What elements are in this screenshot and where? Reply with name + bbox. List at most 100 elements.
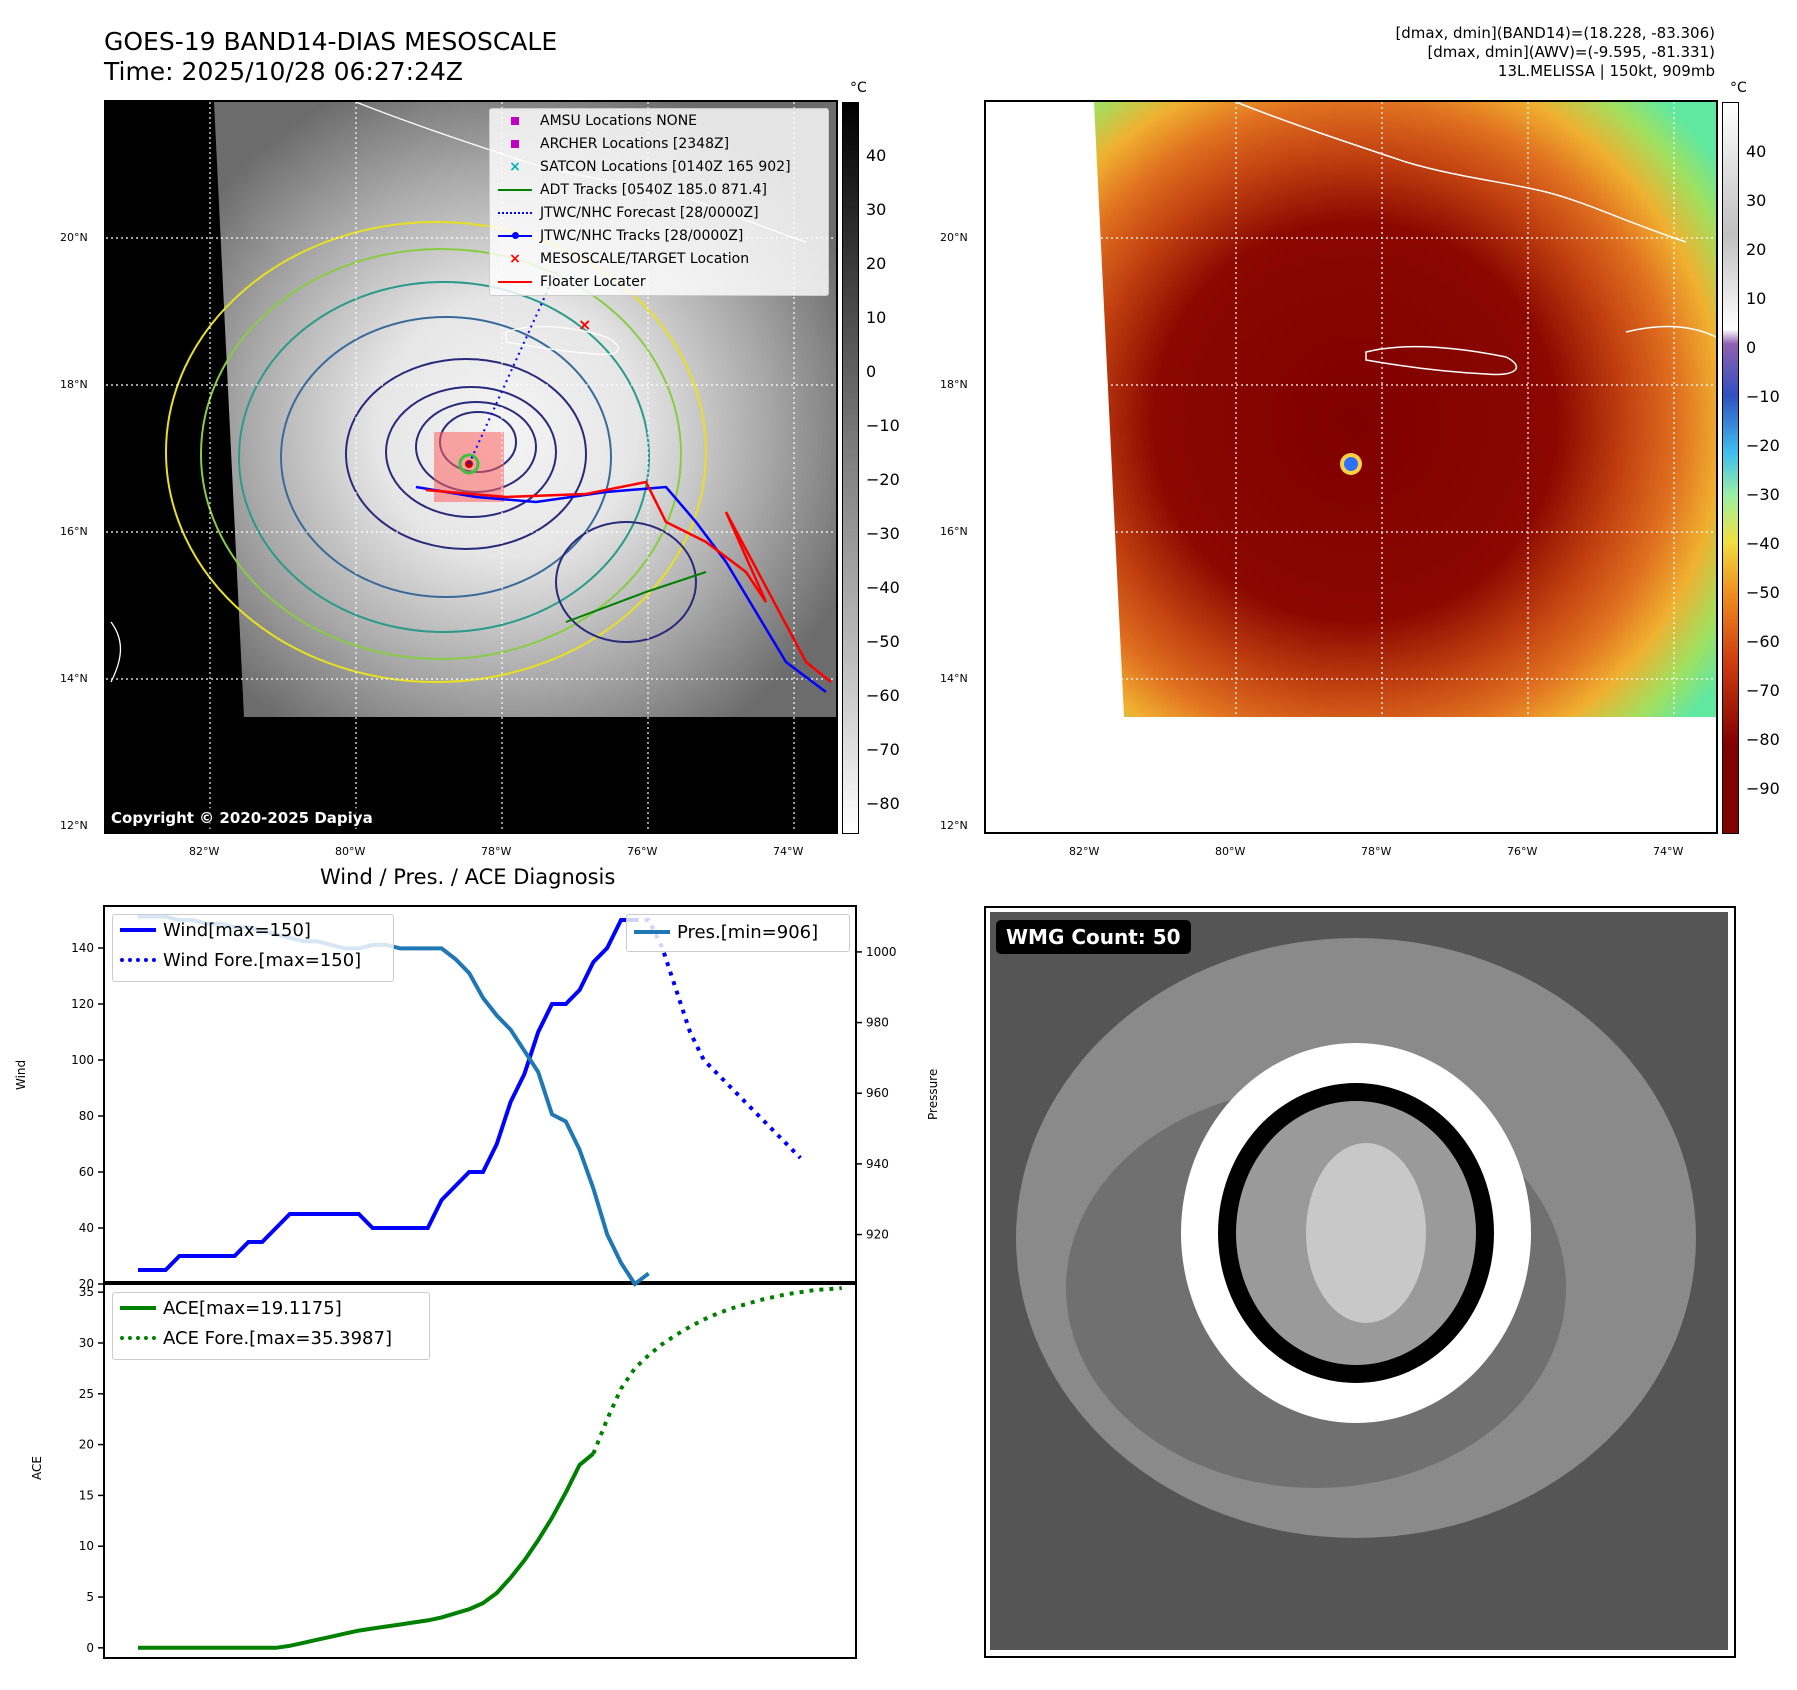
colorbar-tick: 10 — [1746, 289, 1767, 308]
colorbar-tick: −40 — [1746, 534, 1780, 553]
solid-line-icon — [113, 928, 163, 932]
colorbar-unit: °C — [850, 80, 867, 96]
legend-label: JTWC/NHC Forecast [28/0000Z] — [540, 204, 759, 221]
colorbar-right-ticks: 40 30 20 10 0 −10 −20 −30 −40 −50 −60 −7… — [1746, 102, 1786, 832]
colorbar-tick: −10 — [866, 416, 900, 435]
colorbar-tick: −30 — [1746, 485, 1780, 504]
x-marker-icon: × — [509, 250, 521, 267]
legend-label: ACE Fore.[max=35.3987] — [163, 1327, 392, 1349]
lat-label: 16°N — [60, 525, 88, 538]
solid-line-icon — [627, 930, 677, 934]
lat-label: 20°N — [60, 231, 88, 244]
square-marker-icon — [490, 116, 540, 125]
wmg-eye-center — [1306, 1143, 1426, 1323]
ace-tick-label: 10 — [79, 1539, 94, 1553]
title-line-2: Time: 2025/10/28 06:27:24Z — [104, 57, 463, 86]
legend-item: JTWC/NHC Forecast [28/0000Z] — [490, 201, 828, 224]
wind-legend: Wind[max=150] Wind Fore.[max=150] — [112, 914, 394, 982]
lon-label: 74°W — [1653, 845, 1684, 858]
legend-item: JTWC/NHC Tracks [28/0000Z] — [490, 224, 828, 247]
pressure-tick-label: 1000 — [866, 945, 897, 959]
colorbar-tick: −80 — [1746, 730, 1780, 749]
legend-label: ARCHER Locations [2348Z] — [540, 135, 730, 152]
colorbar-tick: 30 — [866, 200, 887, 219]
lat-label: 14°N — [60, 672, 88, 685]
best-track — [415, 485, 827, 693]
legend-item: Pres.[min=906] — [627, 915, 849, 949]
dotted-line-icon — [113, 958, 163, 962]
legend-item: Floater Locater — [490, 270, 828, 293]
legend-label: MESOSCALE/TARGET Location — [540, 250, 750, 267]
ace-series-line — [138, 1452, 595, 1650]
ace-tick-label: 5 — [86, 1590, 94, 1604]
legend-label: Floater Locater — [540, 273, 646, 290]
wind-tick-label: 60 — [79, 1165, 94, 1179]
pressure-tick-label: 920 — [866, 1228, 889, 1242]
colorbar-tick: −70 — [866, 740, 900, 759]
lat-label: 14°N — [940, 672, 968, 685]
lon-label: 80°W — [1215, 845, 1246, 858]
legend-item: ARCHER Locations [2348Z] — [490, 132, 828, 155]
legend-item: AMSU Locations NONE — [490, 109, 828, 132]
diagnosis-title: Wind / Pres. / ACE Diagnosis — [320, 865, 616, 889]
colorbar-tick: 40 — [1746, 142, 1767, 161]
colorbar-tick: −60 — [1746, 632, 1780, 651]
line-dot-icon — [490, 231, 540, 239]
ace-tick-label: 0 — [86, 1641, 94, 1655]
lat-label: 20°N — [940, 231, 968, 244]
color-imagery — [1094, 102, 1716, 717]
legend-item: ACE[max=19.1175] — [113, 1293, 429, 1323]
pressure-ticks: 1000 980 960 940 920 — [856, 945, 897, 1242]
legend-item: ADT Tracks [0540Z 185.0 871.4] — [490, 178, 828, 201]
colorbar-tick: 30 — [1746, 191, 1767, 210]
ace-tick-label: 25 — [79, 1387, 94, 1401]
colorbar-right — [1722, 102, 1739, 834]
legend-label: JTWC/NHC Tracks [28/0000Z] — [540, 227, 744, 244]
line-icon — [490, 280, 540, 283]
colorbar-tick: −50 — [1746, 583, 1780, 602]
title-line-1: GOES-19 BAND14-DIAS MESOSCALE — [104, 27, 558, 56]
chart-title: GOES-19 BAND14-DIAS MESOSCALE Time: 2025… — [104, 27, 557, 87]
colorbar-tick: −50 — [866, 632, 900, 651]
lon-label: 78°W — [1361, 845, 1392, 858]
stats-info: [dmax, dmin](BAND14)=(18.228, -83.306) [… — [1395, 24, 1715, 81]
colorbar-tick: 20 — [866, 254, 887, 273]
eye-marker — [458, 453, 480, 475]
colorbar-tick: 10 — [866, 308, 887, 327]
eye-inner — [1344, 457, 1358, 471]
info-line-1: [dmax, dmin](BAND14)=(18.228, -83.306) — [1395, 24, 1715, 42]
line-icon — [490, 188, 540, 191]
wmg-panel[interactable] — [984, 906, 1736, 1658]
colorbar-tick: −20 — [1746, 436, 1780, 455]
wind-tick-label: 140 — [71, 941, 94, 955]
colorbar-tick: −20 — [866, 470, 900, 489]
colorbar-tick: −70 — [1746, 681, 1780, 700]
ace-ticks: 35 30 25 20 15 10 5 0 — [79, 1285, 104, 1655]
colorbar-tick: −40 — [866, 578, 900, 597]
legend-label: Pres.[min=906] — [677, 921, 819, 943]
lon-label: 74°W — [773, 845, 804, 858]
lon-label: 82°W — [1069, 845, 1100, 858]
gridlines — [986, 102, 1716, 832]
wind-tick-label: 40 — [79, 1221, 94, 1235]
info-line-3: 13L.MELISSA | 150kt, 909mb — [1497, 62, 1715, 80]
wind-tick-label: 100 — [71, 1053, 94, 1067]
lon-label: 78°W — [481, 845, 512, 858]
copyright-text: Copyright © 2020-2025 Dapiya — [108, 808, 376, 828]
colorbar-unit: °C — [1730, 80, 1747, 96]
legend-label: ADT Tracks [0540Z 185.0 871.4] — [540, 181, 767, 198]
square-marker-icon — [490, 139, 540, 148]
legend-label: SATCON Locations [0140Z 165 902] — [540, 158, 791, 175]
legend-label: Wind[max=150] — [163, 919, 311, 941]
colorbar-tick: −10 — [1746, 387, 1780, 406]
color-map-panel[interactable] — [984, 100, 1718, 834]
pressure-tick-label: 960 — [866, 1086, 889, 1100]
ace-tick-label: 15 — [79, 1488, 94, 1502]
colorbar-left — [842, 102, 859, 834]
wind-tick-label: 80 — [79, 1109, 94, 1123]
legend-item: Wind Fore.[max=150] — [113, 945, 393, 975]
dotted-line-icon — [113, 1336, 163, 1340]
ace-tick-label: 35 — [79, 1285, 94, 1299]
info-line-2: [dmax, dmin](AWV)=(-9.595, -81.331) — [1427, 43, 1715, 61]
wind-forecast-line — [634, 918, 802, 1160]
